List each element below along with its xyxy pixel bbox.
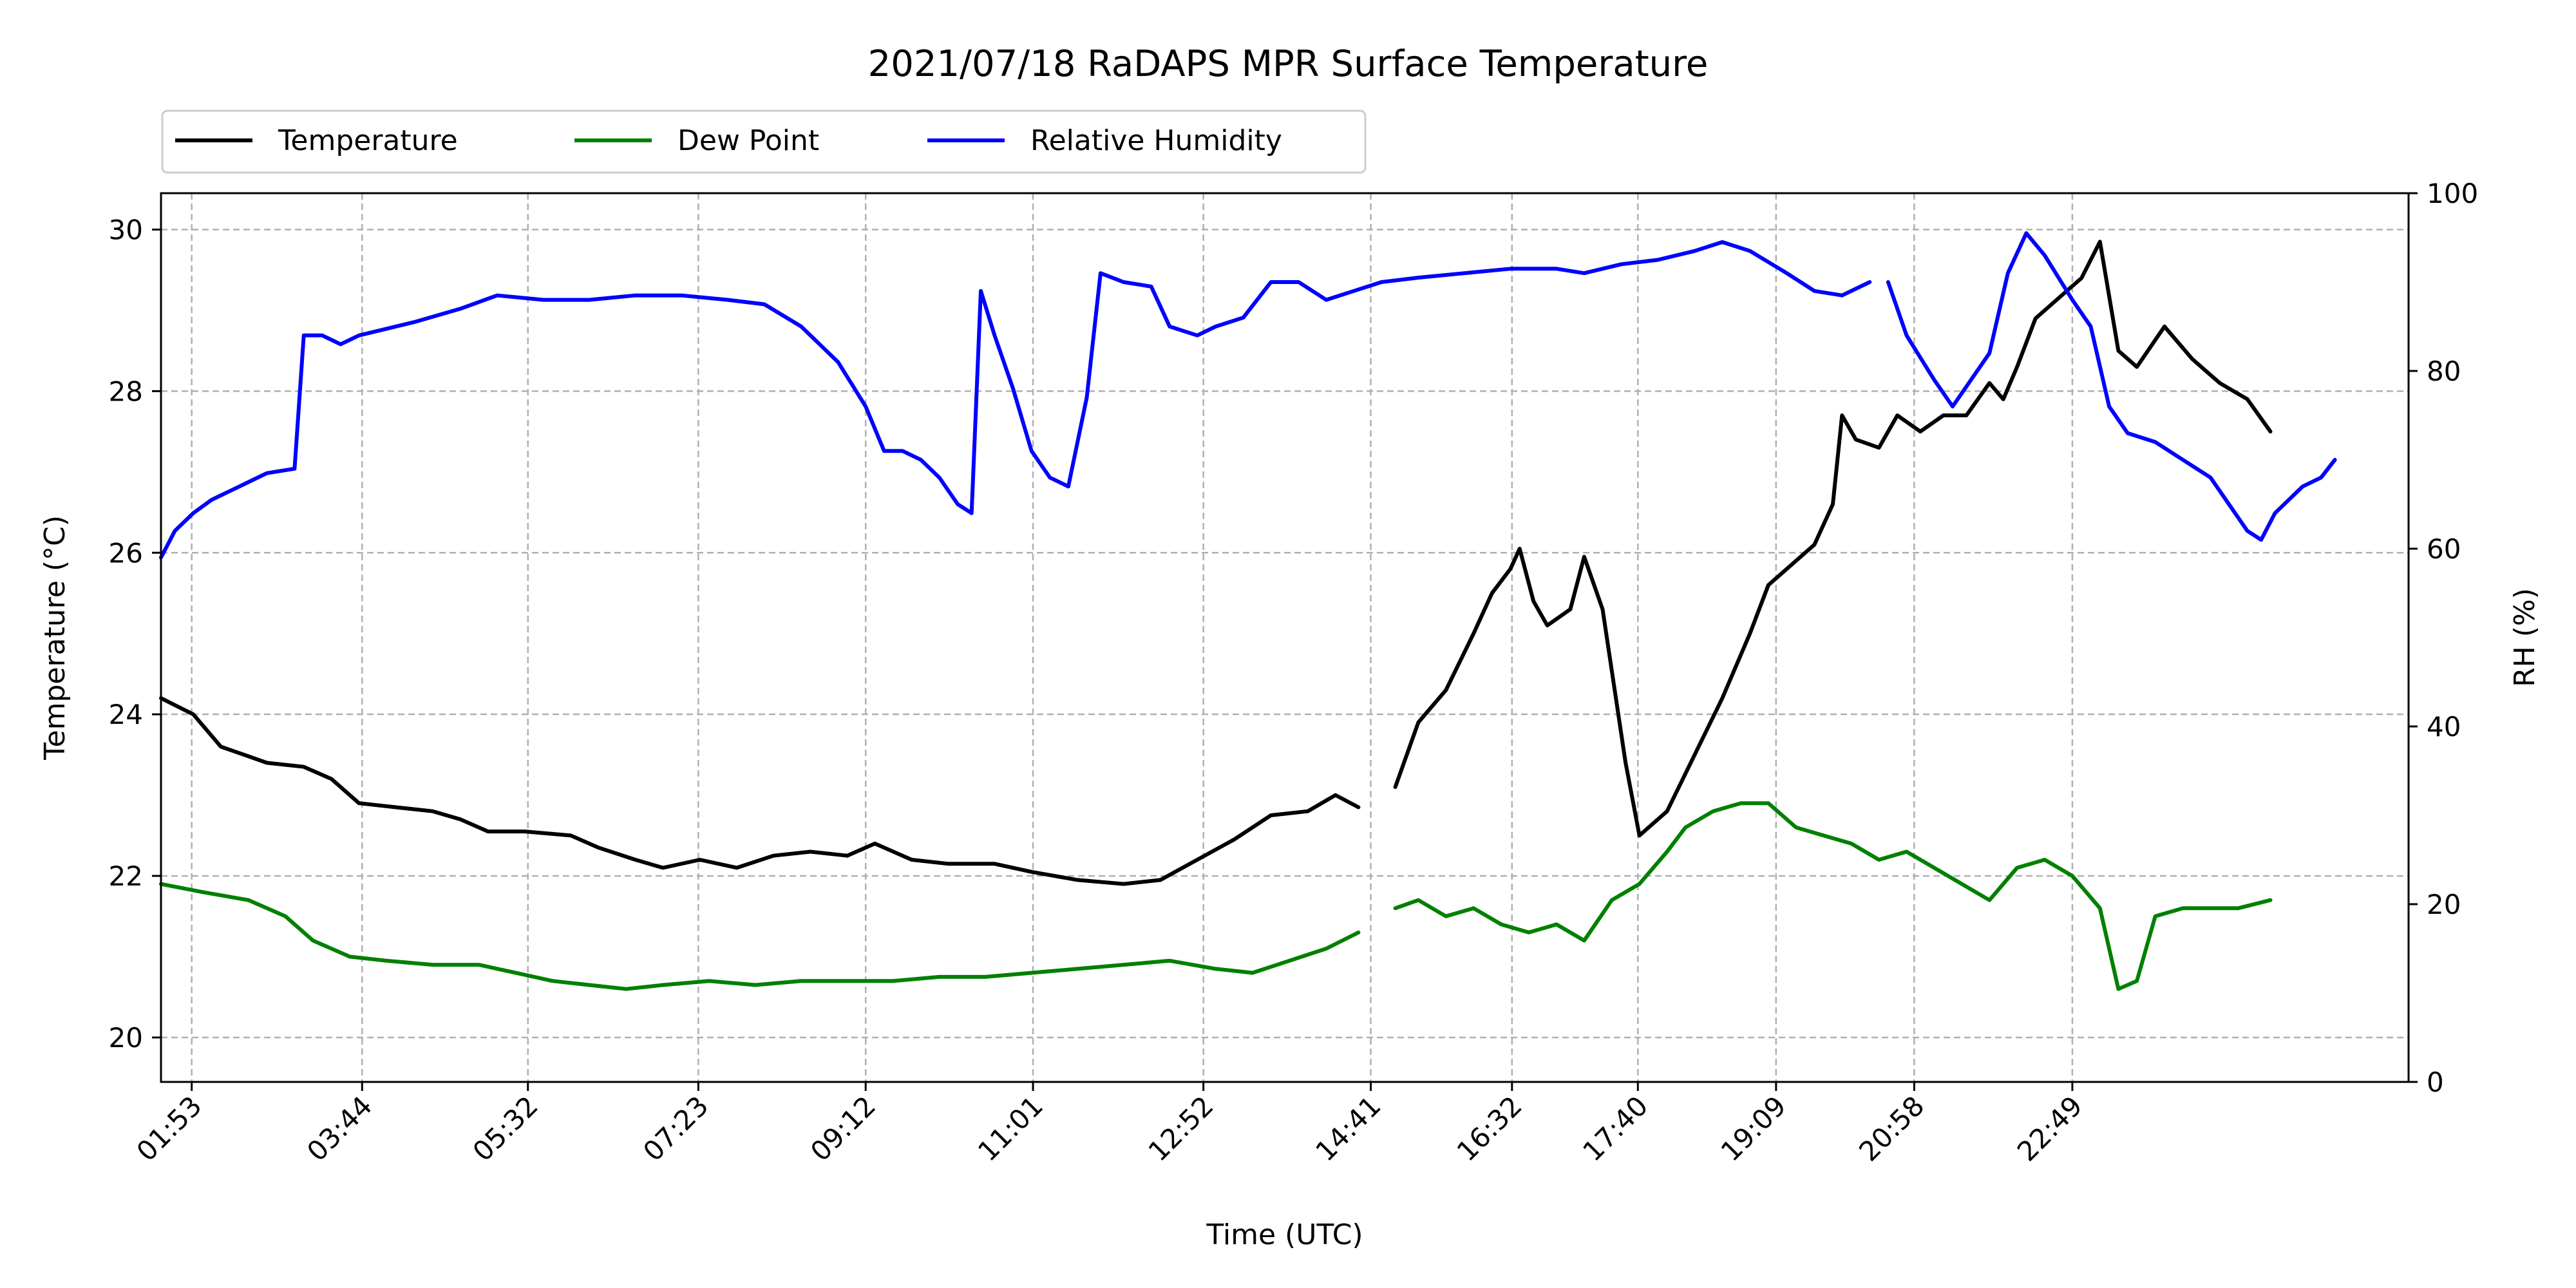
plot-frame — [160, 192, 2410, 1083]
y2-tick-label: 40 — [2427, 711, 2461, 743]
legend-label-dew-point: Dew Point — [677, 124, 819, 157]
y2-tick-label: 20 — [2427, 889, 2461, 920]
series-line-temperature — [159, 240, 2273, 886]
grid — [161, 193, 2409, 1082]
chart-title: 2021/07/18 RaDAPS MPR Surface Temperatur… — [868, 43, 1709, 85]
legend-label-temperature: Temperature — [278, 124, 458, 157]
legend-label-relative-humidity: Relative Humidity — [1030, 124, 1282, 157]
y2-tick-label: 100 — [2427, 178, 2478, 209]
y-axis-left: 20 22 24 26 28 30 — [109, 214, 161, 1054]
y-axis-title: Temperature (°C) — [39, 515, 71, 761]
y2-tick-label: 0 — [2427, 1066, 2444, 1098]
y-tick-label: 26 — [109, 537, 143, 569]
series-line-relative-humidity — [159, 231, 2337, 560]
y-tick-label: 28 — [109, 375, 143, 407]
y-axis-right: 0 20 40 60 80 100 — [2409, 178, 2478, 1098]
x-axis-title: Time (UTC) — [1206, 1218, 1363, 1251]
y2-axis-title: RH (%) — [2508, 588, 2541, 687]
y2-tick-label: 60 — [2427, 533, 2461, 565]
series-line-dew-point — [159, 801, 2273, 991]
y2-tick-label: 80 — [2427, 355, 2461, 387]
y-tick-label: 22 — [109, 860, 143, 892]
y-tick-label: 30 — [109, 214, 143, 245]
y-tick-label: 20 — [109, 1022, 143, 1054]
legend-box — [161, 109, 1367, 174]
series-layer — [159, 231, 2337, 991]
legend: Temperature Dew Point Relative Humidity — [161, 109, 1367, 174]
y-tick-label: 24 — [109, 699, 143, 730]
